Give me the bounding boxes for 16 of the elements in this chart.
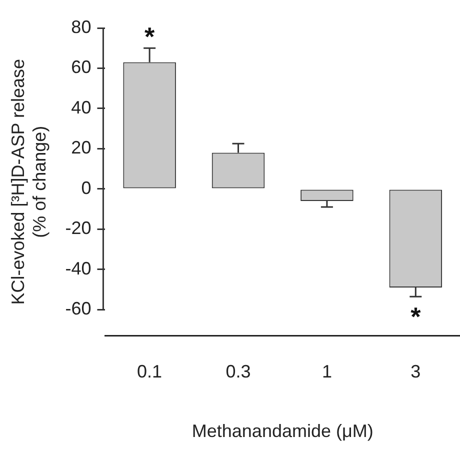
annotation: * [410, 302, 422, 332]
y-tick-label: 20 [71, 138, 92, 158]
y-tick-label: 60 [71, 57, 92, 78]
y-tick-label: 80 [71, 16, 92, 37]
x-axis-title: Methanandamide (μM) [192, 421, 374, 442]
y-axis-title: KCl-evoked [³H]D-ASP release (% of change) [8, 59, 50, 305]
annotation: * [144, 21, 156, 52]
y-tick-label: -40 [65, 258, 92, 278]
y-tick-label: 0 [81, 178, 92, 198]
x-tick-label: 1 [322, 362, 332, 382]
y-tick-label: 40 [71, 97, 92, 118]
x-tick-label: 0.3 [226, 362, 251, 382]
y-tick-label: -20 [65, 218, 92, 238]
y-tick-label: -60 [65, 298, 92, 319]
x-tick-label: 0.1 [137, 362, 162, 382]
x-tick-label: 3 [410, 362, 421, 382]
